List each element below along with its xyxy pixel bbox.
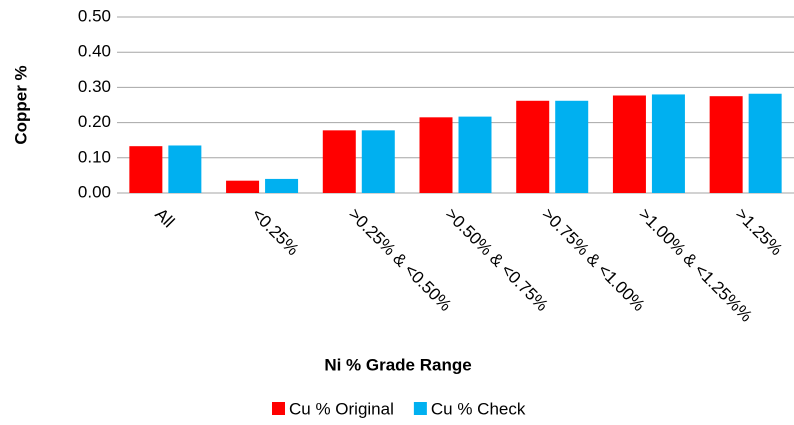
bar [555, 100, 589, 193]
x-axis-label: Ni % Grade Range [324, 355, 471, 374]
x-tick-label: >1.25% [732, 205, 787, 260]
bar [361, 130, 395, 193]
x-tick-label: All [151, 205, 178, 232]
bar [226, 180, 260, 193]
y-tick-label: 0.10 [78, 147, 111, 166]
bar [709, 96, 743, 193]
legend-swatch [413, 402, 427, 415]
bar [129, 146, 163, 193]
bar [419, 117, 453, 193]
bar [748, 93, 782, 193]
legend-label: Cu % Check [431, 399, 526, 418]
y-tick-label: 0.30 [78, 77, 111, 96]
y-tick-label: 0.00 [78, 182, 111, 201]
bar [322, 130, 356, 193]
x-tick-label: >0.50% & <0.75% [442, 205, 552, 315]
y-tick-label: 0.50 [78, 6, 111, 25]
y-tick-label: 0.20 [78, 112, 111, 131]
bar [458, 116, 492, 193]
x-tick-label: >0.25% & <0.50% [345, 205, 455, 315]
bar [651, 94, 685, 193]
x-tick-label: <0.25% [248, 205, 303, 260]
legend-swatch [272, 402, 285, 415]
bar [516, 100, 550, 193]
bar [612, 95, 646, 193]
bar [265, 178, 299, 193]
x-tick-label: >0.75% & <1.00% [538, 205, 648, 315]
legend-label: Cu % Original [289, 399, 394, 418]
bar [168, 145, 202, 193]
y-tick-label: 0.40 [78, 42, 111, 61]
y-axis-label: Copper % [11, 65, 30, 144]
